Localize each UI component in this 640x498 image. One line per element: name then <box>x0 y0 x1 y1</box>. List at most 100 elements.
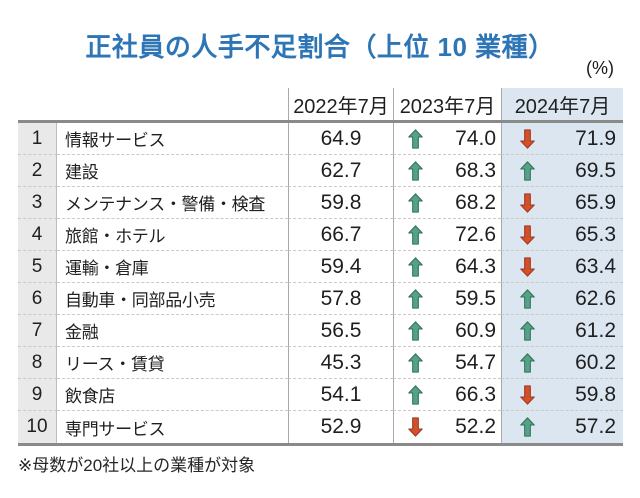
value-2023-cell: 64.3 <box>393 251 501 283</box>
value-2023: 68.2 <box>455 190 496 214</box>
industry-cell: 運輸・倉庫 <box>57 251 288 283</box>
trend-icon <box>520 352 535 373</box>
trend-icon <box>408 288 423 309</box>
value-2024-cell: 62.6 <box>501 283 623 315</box>
value-2024-cell: 59.8 <box>501 379 623 411</box>
column-header-2023: 2023年7月 <box>393 88 501 120</box>
trend-icon <box>408 224 423 245</box>
shortage-ranking-table: 2022年7月 2023年7月 2024年7月 1 情報サービス 64.9 74… <box>18 88 623 446</box>
value-2022-cell: 54.1 <box>288 379 393 411</box>
table-row: 9 飲食店 54.1 66.3 59.8 <box>18 379 623 411</box>
page-title: 正社員の人手不足割合（上位 10 業種） <box>85 32 555 62</box>
industry-cell: メンテナンス・警備・検査 <box>57 187 288 219</box>
value-2024: 69.5 <box>575 158 616 182</box>
trend-icon <box>520 417 535 437</box>
table-row: 8 リース・賃貸 45.3 54.7 60.2 <box>18 347 623 379</box>
rank-cell: 10 <box>18 411 57 443</box>
table-row: 3 メンテナンス・警備・検査 59.8 68.2 65.9 <box>18 187 623 219</box>
rank-cell: 5 <box>18 251 57 283</box>
rank-cell: 4 <box>18 219 57 251</box>
rank-cell: 2 <box>18 155 57 187</box>
value-2023: 52.2 <box>455 415 496 438</box>
value-2024: 65.3 <box>575 222 616 246</box>
value-2024: 60.2 <box>575 350 616 374</box>
rank-cell: 8 <box>18 347 57 379</box>
column-header-2024: 2024年7月 <box>501 88 623 120</box>
trend-icon <box>408 417 423 437</box>
table-header-row: 2022年7月 2023年7月 2024年7月 <box>18 88 623 120</box>
rank-cell: 1 <box>18 123 57 155</box>
rank-cell: 9 <box>18 379 57 411</box>
trend-icon <box>408 192 423 213</box>
table-row: 10 専門サービス 52.9 52.2 57.2 <box>18 411 623 443</box>
table-row: 4 旅館・ホテル 66.7 72.6 65.3 <box>18 219 623 251</box>
trend-icon <box>408 352 423 373</box>
rank-cell: 7 <box>18 315 57 347</box>
trend-icon <box>520 160 535 181</box>
value-2024: 63.4 <box>575 254 616 278</box>
industry-cell: リース・賃貸 <box>57 347 288 379</box>
value-2023: 72.6 <box>455 222 496 246</box>
value-2023: 74.0 <box>455 126 496 150</box>
industry-cell: 飲食店 <box>57 379 288 411</box>
value-2024-cell: 71.9 <box>501 123 623 155</box>
value-2022-cell: 62.7 <box>288 155 393 187</box>
value-2023-cell: 60.9 <box>393 315 501 347</box>
trend-icon <box>520 320 535 341</box>
value-2023-cell: 59.5 <box>393 283 501 315</box>
value-2024-cell: 63.4 <box>501 251 623 283</box>
industry-cell: 金融 <box>57 315 288 347</box>
value-2022-cell: 59.4 <box>288 251 393 283</box>
value-2023: 59.5 <box>455 286 496 310</box>
industry-cell: 建設 <box>57 155 288 187</box>
industry-cell: 情報サービス <box>57 123 288 155</box>
trend-icon <box>520 288 535 309</box>
trend-icon <box>520 256 535 277</box>
value-2024-cell: 65.3 <box>501 219 623 251</box>
value-2024-cell: 69.5 <box>501 155 623 187</box>
value-2024: 57.2 <box>575 415 616 438</box>
value-2023-cell: 68.2 <box>393 187 501 219</box>
value-2022-cell: 57.8 <box>288 283 393 315</box>
value-2023: 64.3 <box>455 254 496 278</box>
rank-cell: 3 <box>18 187 57 219</box>
trend-icon <box>408 128 423 149</box>
unit-label: (%) <box>586 58 614 78</box>
trend-icon <box>408 256 423 277</box>
value-2023-cell: 52.2 <box>393 411 501 443</box>
value-2023: 68.3 <box>455 158 496 182</box>
trend-icon <box>520 128 535 149</box>
table-row: 2 建設 62.7 68.3 69.5 <box>18 155 623 187</box>
header-spacer <box>18 88 288 120</box>
value-2024: 62.6 <box>575 286 616 310</box>
value-2024: 59.8 <box>575 382 616 406</box>
trend-icon <box>408 160 423 181</box>
value-2023: 60.9 <box>455 318 496 342</box>
trend-icon <box>408 384 423 405</box>
value-2022-cell: 52.9 <box>288 411 393 443</box>
trend-icon <box>520 192 535 213</box>
value-2023-cell: 54.7 <box>393 347 501 379</box>
value-2024: 65.9 <box>575 190 616 214</box>
value-2022-cell: 64.9 <box>288 123 393 155</box>
value-2024-cell: 65.9 <box>501 187 623 219</box>
value-2023-cell: 68.3 <box>393 155 501 187</box>
footnote: ※母数が20社以上の業種が対象 <box>18 456 256 475</box>
value-2024: 71.9 <box>575 126 616 150</box>
value-2023-cell: 66.3 <box>393 379 501 411</box>
column-header-2022: 2022年7月 <box>288 88 393 120</box>
trend-icon <box>520 384 535 405</box>
value-2024-cell: 61.2 <box>501 315 623 347</box>
industry-cell: 旅館・ホテル <box>57 219 288 251</box>
value-2023-cell: 74.0 <box>393 123 501 155</box>
value-2022-cell: 45.3 <box>288 347 393 379</box>
value-2024-cell: 57.2 <box>501 411 623 443</box>
value-2024-cell: 60.2 <box>501 347 623 379</box>
value-2022-cell: 56.5 <box>288 315 393 347</box>
trend-icon <box>520 224 535 245</box>
table-row: 7 金融 56.5 60.9 61.2 <box>18 315 623 347</box>
rank-cell: 6 <box>18 283 57 315</box>
value-2023-cell: 72.6 <box>393 219 501 251</box>
value-2024: 61.2 <box>575 318 616 342</box>
table-row: 5 運輸・倉庫 59.4 64.3 63.4 <box>18 251 623 283</box>
